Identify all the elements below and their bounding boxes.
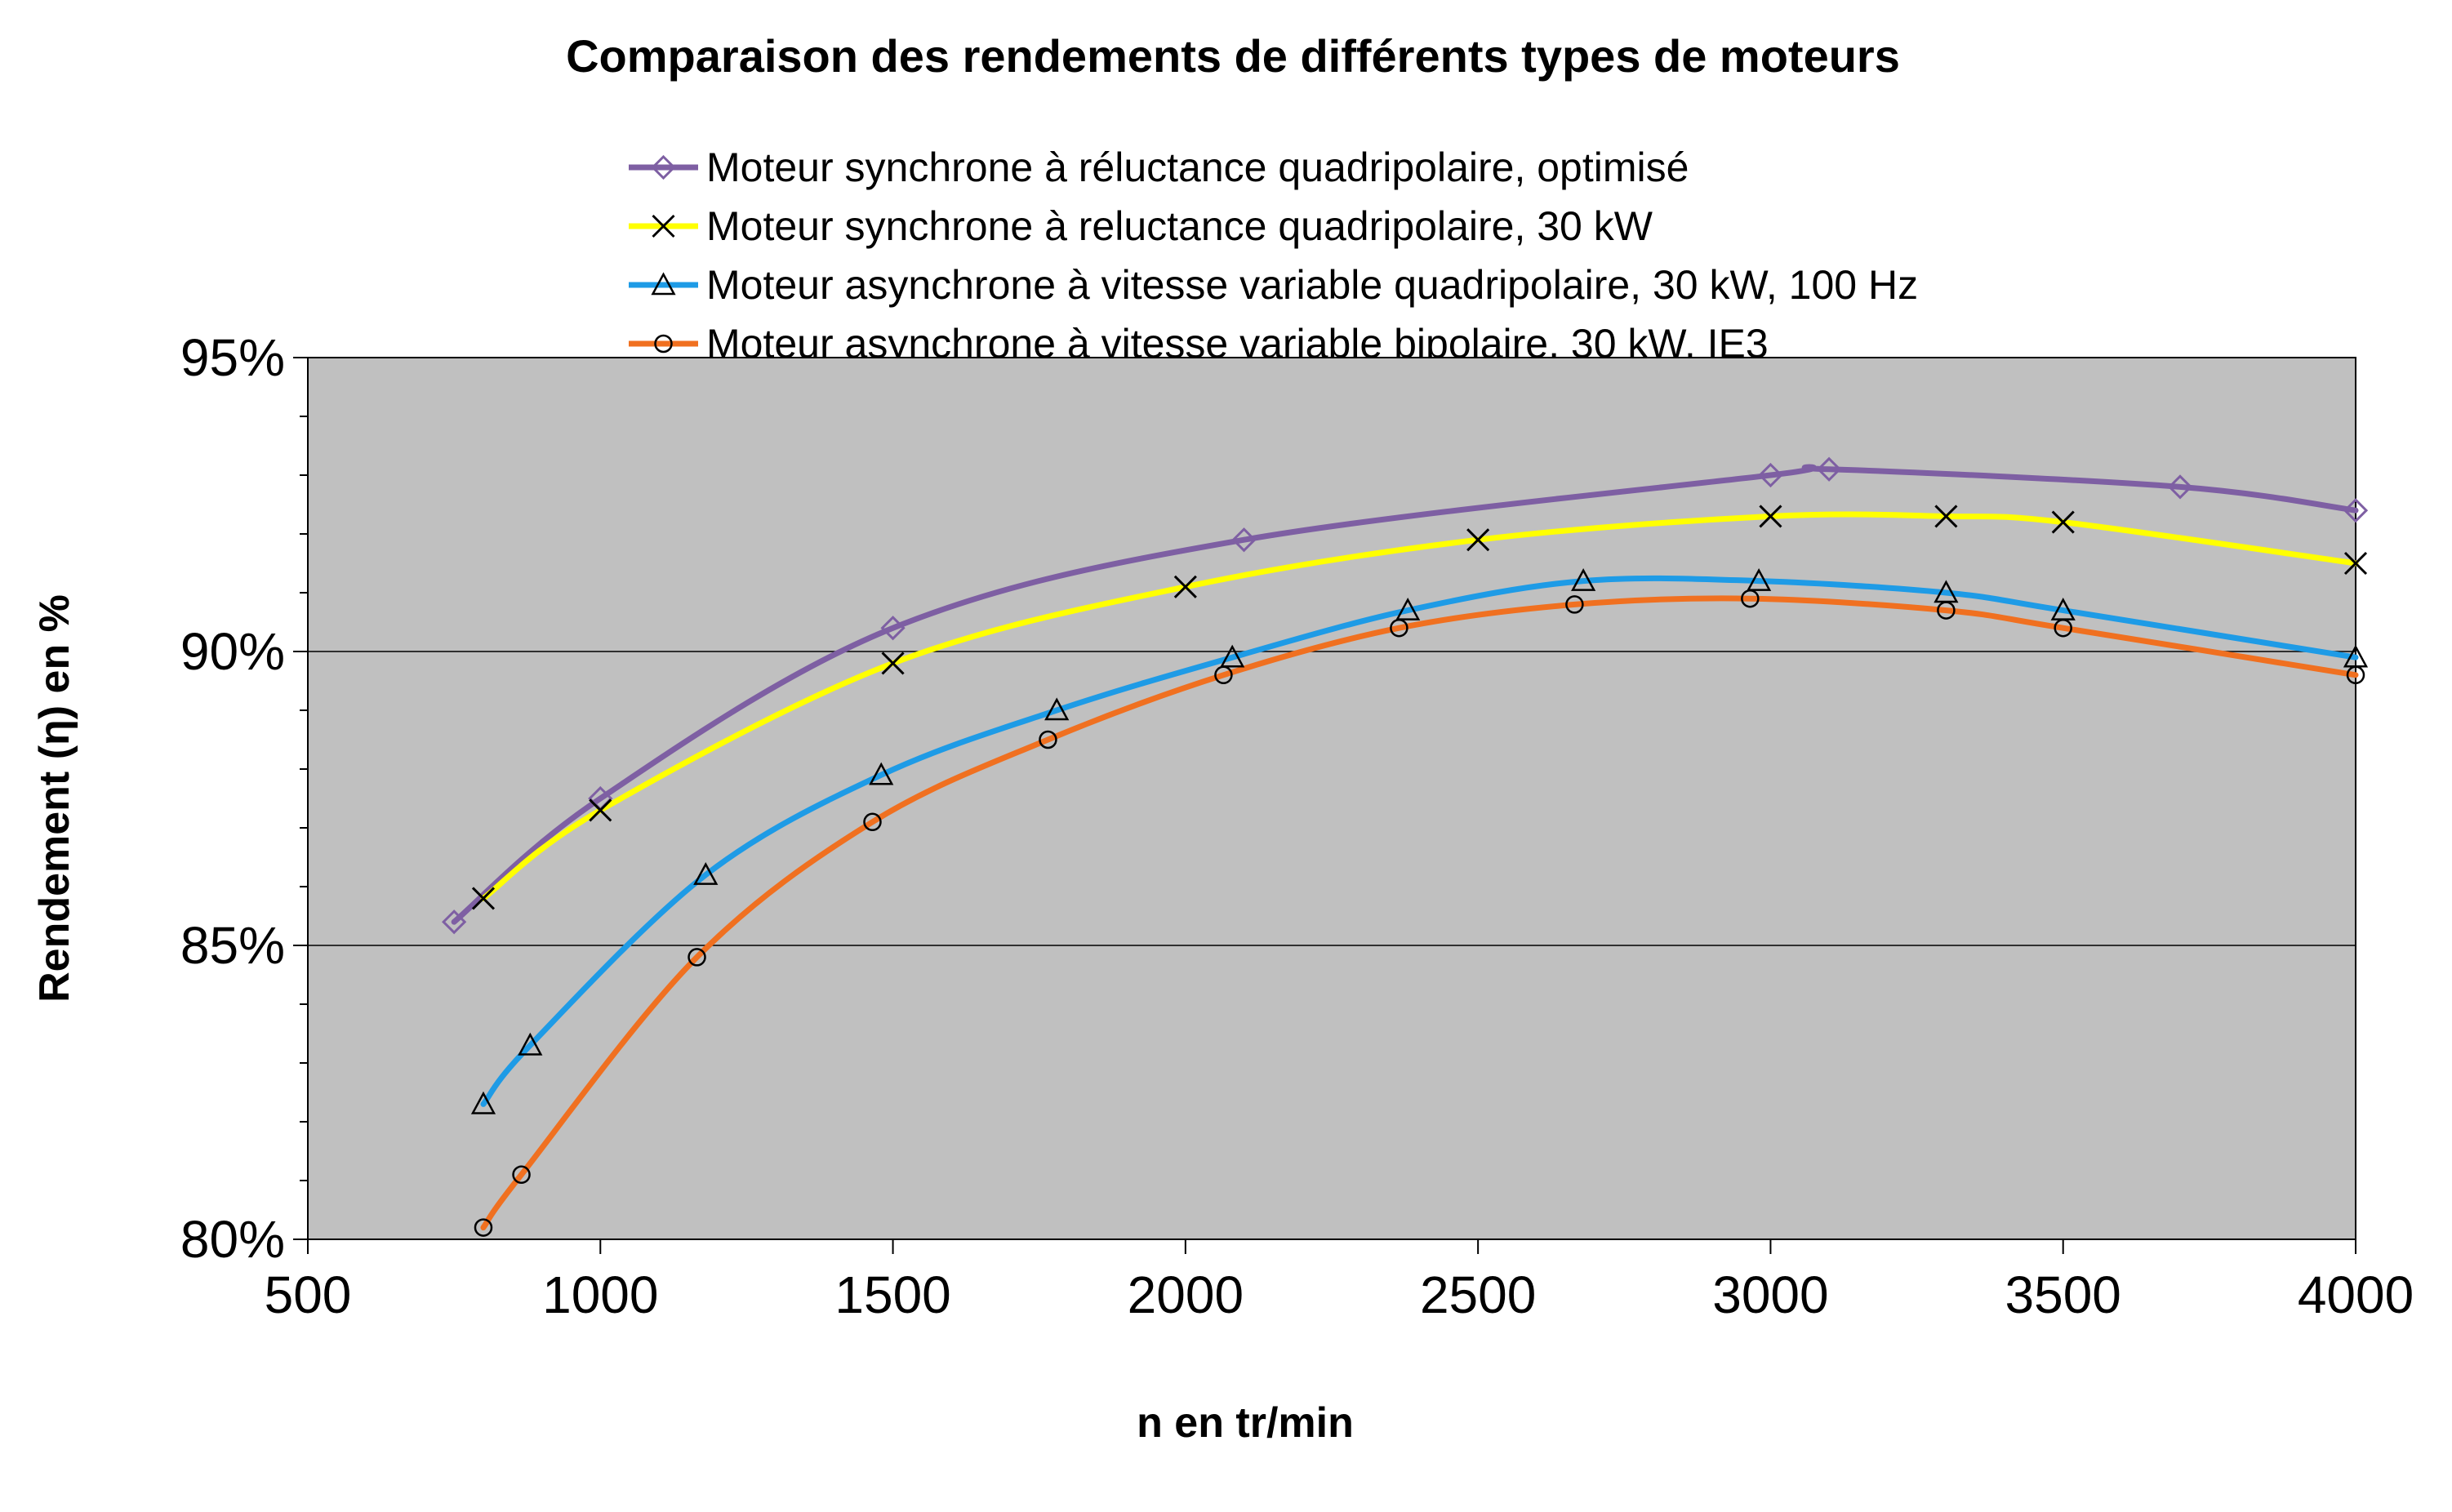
data-point-circle <box>474 1218 493 1237</box>
x-tick-label: 2000 <box>1128 1265 1244 1324</box>
y-tick-label: 85% <box>180 916 285 975</box>
data-point-circle <box>688 948 706 967</box>
series-line-4 <box>480 595 2359 1231</box>
data-point-triangle <box>1747 567 1772 591</box>
data-point-triangle <box>1395 597 1421 620</box>
data-point-x <box>1466 528 1490 552</box>
legend: Moteur synchrone à réluctance quadripola… <box>629 145 1918 367</box>
axes <box>293 357 2356 1254</box>
data-point-x <box>881 651 905 675</box>
data-point-x <box>652 214 675 238</box>
series-line-1 <box>451 464 2359 925</box>
data-point-x <box>1759 505 1782 528</box>
data-point-x <box>2051 510 2075 534</box>
y-tick-label: 90% <box>180 622 285 681</box>
data-point-triangle <box>693 861 719 885</box>
data-point-diamond <box>2167 474 2193 500</box>
data-point-triangle <box>651 272 676 296</box>
data-point-circle <box>1565 595 1584 614</box>
x-axis-label: n en tr/min <box>1137 1399 1354 1447</box>
y-axis-label: Rendement (η) en % <box>31 594 78 1003</box>
x-tick-label: 1000 <box>542 1265 658 1324</box>
x-tick-label: 500 <box>265 1265 352 1324</box>
chart-title: Comparaison des rendements de différents… <box>566 30 1900 82</box>
series-lines <box>451 464 2359 1231</box>
data-point-x <box>1173 575 1197 598</box>
legend-label: Moteur asynchrone à vitesse variable qua… <box>706 262 1918 308</box>
y-tick-label: 80% <box>180 1210 285 1269</box>
data-point-triangle <box>1571 567 1596 591</box>
data-point-circle <box>1741 589 1760 608</box>
data-point-diamond <box>1231 527 1257 553</box>
data-point-diamond <box>1758 462 1783 488</box>
data-point-circle <box>2054 618 2072 638</box>
x-tick-label: 4000 <box>2298 1265 2414 1324</box>
x-tick-label: 3500 <box>2005 1265 2121 1324</box>
data-point-circle <box>2346 665 2365 685</box>
series-markers <box>442 456 2369 1237</box>
data-point-circle <box>1214 665 1233 685</box>
data-point-diamond <box>442 909 467 935</box>
plot-area <box>307 357 2356 1240</box>
data-point-circle <box>1390 618 1408 638</box>
data-point-diamond <box>2343 498 2369 523</box>
data-point-triangle <box>869 762 894 785</box>
x-tick-label: 2500 <box>1420 1265 1536 1324</box>
data-point-triangle <box>1044 697 1070 721</box>
data-point-diamond <box>1816 456 1842 482</box>
x-tick-label: 3000 <box>1712 1265 1828 1324</box>
data-point-x <box>471 887 496 910</box>
data-point-circle <box>654 334 673 354</box>
data-point-circle <box>863 812 882 832</box>
series-line-3 <box>480 575 2359 1107</box>
data-point-x <box>1934 505 1958 528</box>
data-point-triangle <box>518 1032 543 1056</box>
legend-label: Moteur synchrone à reluctance quadripola… <box>706 203 1653 249</box>
data-point-triangle <box>1220 644 1245 668</box>
series-line-2 <box>480 511 2359 901</box>
y-tick-label: 95% <box>180 328 285 387</box>
data-point-diamond <box>880 616 906 641</box>
data-point-circle <box>1937 601 1956 620</box>
tick-labels: 80% 85% 90% 95% 500 1000 1500 2000 2500 3000 3500 4… <box>180 328 2414 1324</box>
data-point-x <box>589 798 612 822</box>
data-point-triangle <box>470 1091 496 1114</box>
data-point-circle <box>512 1165 531 1185</box>
data-point-circle <box>1039 730 1057 749</box>
legend-label: Moteur synchrone à réluctance quadripola… <box>706 145 1689 190</box>
data-point-diamond <box>651 154 676 180</box>
gridlines <box>308 651 2356 946</box>
x-tick-label: 1500 <box>834 1265 950 1324</box>
data-point-x <box>2343 551 2368 576</box>
